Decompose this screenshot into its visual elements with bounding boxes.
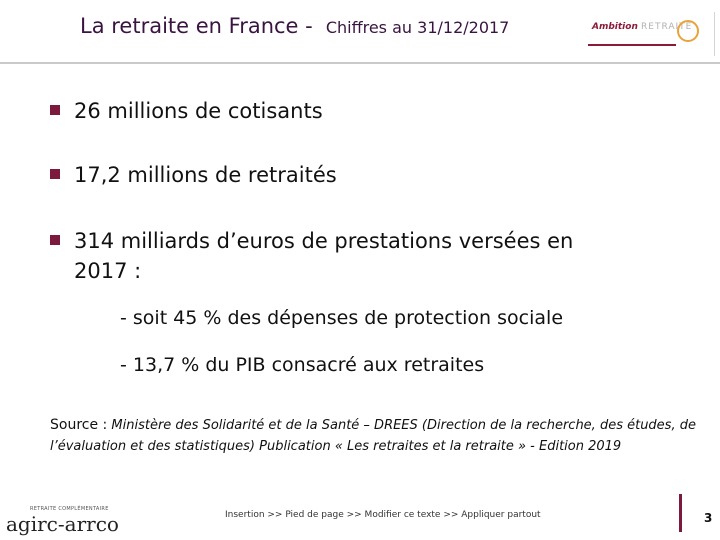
bullet-item: 314 milliards d’euros de prestations ver… [50,226,670,286]
bullet-item: 17,2 millions de retraités [50,163,337,187]
logo-underline [588,44,676,46]
page-number: 3 [704,511,713,525]
agirc-arrco-logo: RETRAITE COMPLÉMENTAIRE agirc-arrco [6,506,119,536]
square-bullet-icon [50,235,60,245]
source-label: Source : [50,417,108,433]
bullet-text-continuation: 2017 : [74,259,142,283]
ambition-retraite-logo: Ambition RETRAITE [588,10,713,50]
sub-item: - soit 45 % des dépenses de protection s… [120,307,564,329]
logo-text: Ambition RETRAITE [592,22,692,32]
bullet-text: 26 millions de cotisants [74,99,323,123]
logo-name: agirc-arrco [6,512,119,536]
logo-light-text: RETRAITE [641,22,693,32]
source-note: Source : Ministère des Solidarité et de … [50,415,700,457]
square-bullet-icon [50,169,60,179]
header-divider [0,62,720,64]
sub-item: - 13,7 % du PIB consacré aux retraites [120,354,485,376]
footer-divider [679,494,682,532]
logo-tagline: RETRAITE COMPLÉMENTAIRE [30,506,109,512]
source-text: Ministère des Solidarité et de la Santé … [50,418,696,454]
slide-title: La retraite en France - [80,14,313,38]
square-bullet-icon [50,105,60,115]
slide-subtitle: Chiffres au 31/12/2017 [325,18,510,37]
header-right-divider [714,12,715,56]
bullet-text: 17,2 millions de retraités [74,163,337,187]
footer-text: Insertion >> Pied de page >> Modifier ce… [225,510,541,520]
bullet-text: 314 milliards d’euros de prestations ver… [74,229,574,253]
bullet-item: 26 millions de cotisants [50,99,323,123]
logo-circle-icon [677,20,699,42]
logo-bold-text: Ambition [592,22,638,32]
slide-title-row: La retraite en France - Chiffres au 31/1… [80,14,509,38]
